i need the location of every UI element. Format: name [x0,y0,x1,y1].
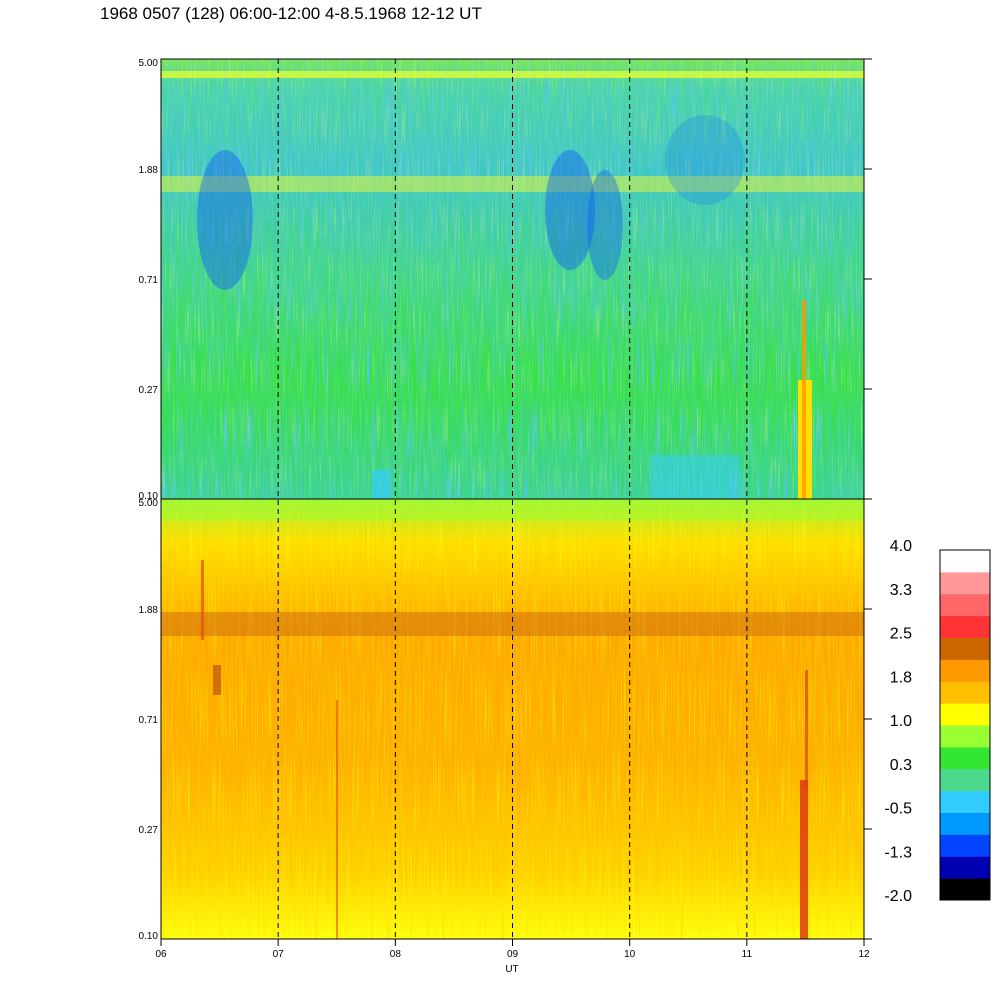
colorbar-segment [940,725,990,748]
bottom-y-axis: 5.00 1.88 0.71 0.27 0.10 [139,498,872,942]
top-y-tick-label: 1.88 [139,165,159,176]
top-band-high [161,71,864,78]
colorbar-label: 1.8 [890,669,912,686]
colorbar-segment [940,768,990,792]
bottom-band-mid [161,612,864,636]
bottom-y-tick-label: 1.88 [139,605,159,616]
colorbar-segment [940,746,990,770]
top-y-tick-label: 0.27 [139,385,159,396]
colorbar-segment [940,659,990,682]
x-tick-label: 11 [742,949,753,960]
top-y-tick-label: 5.00 [139,58,159,69]
bottom-panel: 5.00 1.88 0.71 0.27 0.10 [139,498,872,942]
colorbar-segment [940,703,990,726]
colorbar-label: -1.3 [884,844,912,861]
x-tick-label: 12 [858,949,870,960]
bottom-y-tick-label: 0.27 [139,825,159,836]
colorbar-segment [940,550,990,573]
x-axis-label: UT [505,964,518,975]
colorbar-segment [940,856,990,879]
colorbar-segment [940,878,990,901]
colorbar-label: -2.0 [884,888,912,905]
bottom-y-tick-label: 5.00 [139,498,159,509]
colorbar-segment [940,615,990,638]
colorbar-segment [940,681,990,704]
hour-dashed-lines [277,59,748,939]
bottom-y-tick-label: 0.10 [139,931,159,942]
x-tick-label: 09 [507,949,519,960]
top-band-mid [161,176,864,192]
colorbar-label: 4.0 [890,538,912,555]
x-axis: 06 07 08 09 10 11 12 [155,939,870,960]
colorbar-label: 2.5 [890,626,912,643]
colorbar-segment [940,790,990,813]
colorbar-segment [940,812,990,835]
plot-title: 1968 0507 (128) 06:00-12:00 4-8.5.1968 1… [100,4,482,23]
top-y-tick-label: 0.71 [139,275,159,286]
colorbar-segment [940,834,990,857]
top-panel: 5.00 1.88 0.71 0.27 0.10 [139,58,872,502]
bottom-y-tick-label: 0.71 [139,715,159,726]
x-tick-label: 07 [273,949,285,960]
colorbar-segment [940,637,990,660]
top-y-tick-label: 0.10 [139,491,159,502]
colorbar-label: 3.3 [890,582,912,599]
colorbar-segment [940,571,990,595]
colorbar: 4.0 3.3 2.5 1.8 1.0 0.3 -0.5 -1.3 -2.0 [884,538,991,905]
colorbar-label: 0.3 [890,757,912,774]
x-tick-label: 08 [390,949,402,960]
colorbar-segment [940,593,990,617]
x-tick-label: 10 [624,949,636,960]
x-tick-label: 06 [155,949,167,960]
colorbar-label: 1.0 [890,713,912,730]
colorbar-label: -0.5 [884,801,912,818]
colorbar-frame [939,549,991,901]
